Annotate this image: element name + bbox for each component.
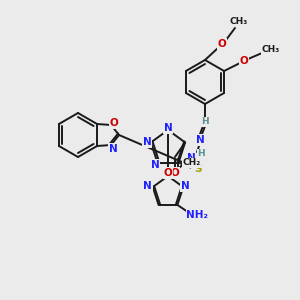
Text: N: N [151,160,160,170]
Text: O: O [240,56,248,66]
Text: H: H [201,118,209,127]
Text: N: N [143,181,152,191]
Text: CH₃: CH₃ [230,17,248,26]
Text: CH₃: CH₃ [262,46,280,55]
Text: N: N [196,135,204,145]
Text: N: N [187,153,195,163]
Text: H: H [197,149,205,158]
Text: CH₂: CH₂ [182,158,201,167]
Text: O: O [218,39,226,49]
Text: O: O [171,168,179,178]
Text: O: O [110,118,118,128]
Text: N: N [164,123,172,133]
Text: NH₂: NH₂ [186,210,208,220]
Text: N: N [109,144,117,154]
Text: N: N [181,181,190,191]
Text: N: N [142,137,151,147]
Text: S: S [194,164,201,174]
Text: O: O [164,168,172,178]
